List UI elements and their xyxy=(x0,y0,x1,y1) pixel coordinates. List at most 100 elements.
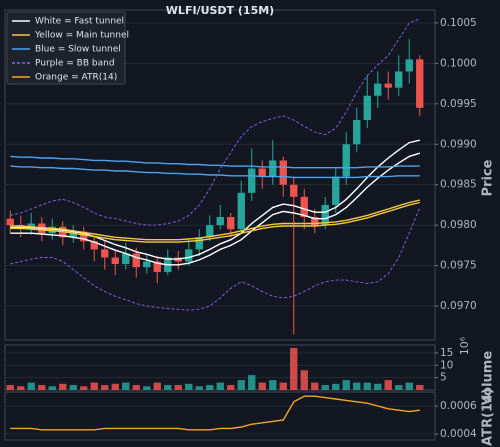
legend-label: Yellow = Main tunnel xyxy=(34,31,129,41)
legend-label: Orange = ATR(14) xyxy=(35,73,117,83)
volume-bar xyxy=(332,383,340,390)
legend-label: Blue = Slow tunnel xyxy=(35,45,121,55)
y-tick-label: 5 xyxy=(440,372,447,384)
volume-bar xyxy=(174,385,182,390)
legend-label: White = Fast tunnel xyxy=(35,17,124,27)
candle-body xyxy=(153,261,161,273)
candle-body xyxy=(384,83,392,88)
candle-body xyxy=(311,217,319,226)
volume-panel xyxy=(4,344,436,391)
volume-bar xyxy=(321,385,329,390)
indicator-line xyxy=(10,155,420,169)
candle-body xyxy=(69,231,77,238)
candle-body xyxy=(80,231,88,242)
y-tick-label: 15 xyxy=(440,347,453,359)
candle-body xyxy=(374,83,382,96)
volume-bar xyxy=(290,347,298,390)
volume-bar xyxy=(300,370,308,390)
y-tick-label: 0.0980 xyxy=(440,219,477,231)
volume-bar xyxy=(237,380,245,390)
candle-body xyxy=(269,160,277,177)
y-tick-label: 10 xyxy=(440,359,453,371)
volume-bar xyxy=(153,382,161,390)
candle-body xyxy=(290,184,298,197)
candle-body xyxy=(258,168,266,177)
candle-body xyxy=(342,144,350,177)
volume-offset-label: 10⁶ xyxy=(458,336,471,355)
y-tick-label: 0.0985 xyxy=(440,179,477,191)
candle-body xyxy=(227,217,235,230)
y-tick-label: 0.0004 xyxy=(440,428,477,440)
volume-bar xyxy=(164,385,172,390)
candle-body xyxy=(395,71,403,88)
candle-body xyxy=(122,253,130,264)
volume-bar xyxy=(279,382,287,390)
volume-bar xyxy=(132,385,140,390)
candle-body xyxy=(405,59,413,72)
volume-bar xyxy=(17,386,25,390)
volume-bar xyxy=(405,382,413,390)
candle-body xyxy=(353,120,361,145)
volume-bar xyxy=(416,385,424,390)
y-tick-label: 0.0975 xyxy=(440,260,477,272)
atr-panel xyxy=(4,391,436,441)
volume-bar xyxy=(342,380,350,390)
volume-bar xyxy=(27,382,35,390)
volume-bar xyxy=(374,383,382,390)
candle-body xyxy=(279,160,287,185)
atr-axis-label: ATR(14) xyxy=(481,388,496,446)
candle-body xyxy=(300,196,308,218)
candle-body xyxy=(363,95,371,120)
indicator-line xyxy=(10,201,420,243)
volume-bar xyxy=(143,386,151,390)
volume-bar xyxy=(258,382,266,390)
candle-body xyxy=(416,59,424,108)
candle-body xyxy=(237,192,245,230)
candle-body xyxy=(206,225,214,238)
volume-bar xyxy=(269,380,277,390)
candle-body xyxy=(143,261,151,268)
volume-bar xyxy=(395,385,403,390)
legend: White = Fast tunnel Yellow = Main tunnel B… xyxy=(6,11,129,85)
legend-box xyxy=(6,11,126,85)
legend-label: Purple = BB band xyxy=(35,59,115,69)
y-tick-label: 0.1000 xyxy=(440,57,477,69)
volume-bar xyxy=(48,386,56,390)
y-tick-label: 0.0006 xyxy=(440,400,477,412)
y-tick-label: 0.0995 xyxy=(440,98,477,110)
volume-bar xyxy=(111,383,119,390)
volume-bar xyxy=(101,385,109,390)
volume-bar xyxy=(248,375,256,390)
candle-body xyxy=(195,237,203,250)
candle-body xyxy=(216,217,224,226)
volume-bar xyxy=(80,386,88,390)
volume-bar xyxy=(195,386,203,390)
candle-body xyxy=(248,168,256,193)
indicator-line xyxy=(10,18,420,226)
volume-bar xyxy=(90,382,98,390)
volume-bar xyxy=(384,380,392,390)
volume-bar xyxy=(206,385,214,390)
volume-bar xyxy=(363,382,371,390)
volume-bar xyxy=(311,382,319,390)
candle-body xyxy=(90,241,98,250)
volume-bar xyxy=(69,385,77,390)
y-tick-label: 0.1005 xyxy=(440,17,477,29)
indicator-line xyxy=(10,152,421,266)
candle-body xyxy=(321,204,329,226)
indicator-line xyxy=(10,395,420,431)
volume-bar xyxy=(353,382,361,390)
candle-body xyxy=(111,257,119,264)
volume-bar xyxy=(6,385,14,390)
volume-bar xyxy=(38,385,46,390)
volume-bar xyxy=(185,383,193,390)
volume-axis-label: Volume xyxy=(481,351,496,406)
indicator-line xyxy=(10,199,420,241)
y-tick-label: 0.0970 xyxy=(440,300,477,312)
candle-body xyxy=(101,249,109,258)
indicator-line xyxy=(10,139,420,260)
y-axis-label: Price xyxy=(481,159,496,196)
candle-body xyxy=(332,176,340,205)
